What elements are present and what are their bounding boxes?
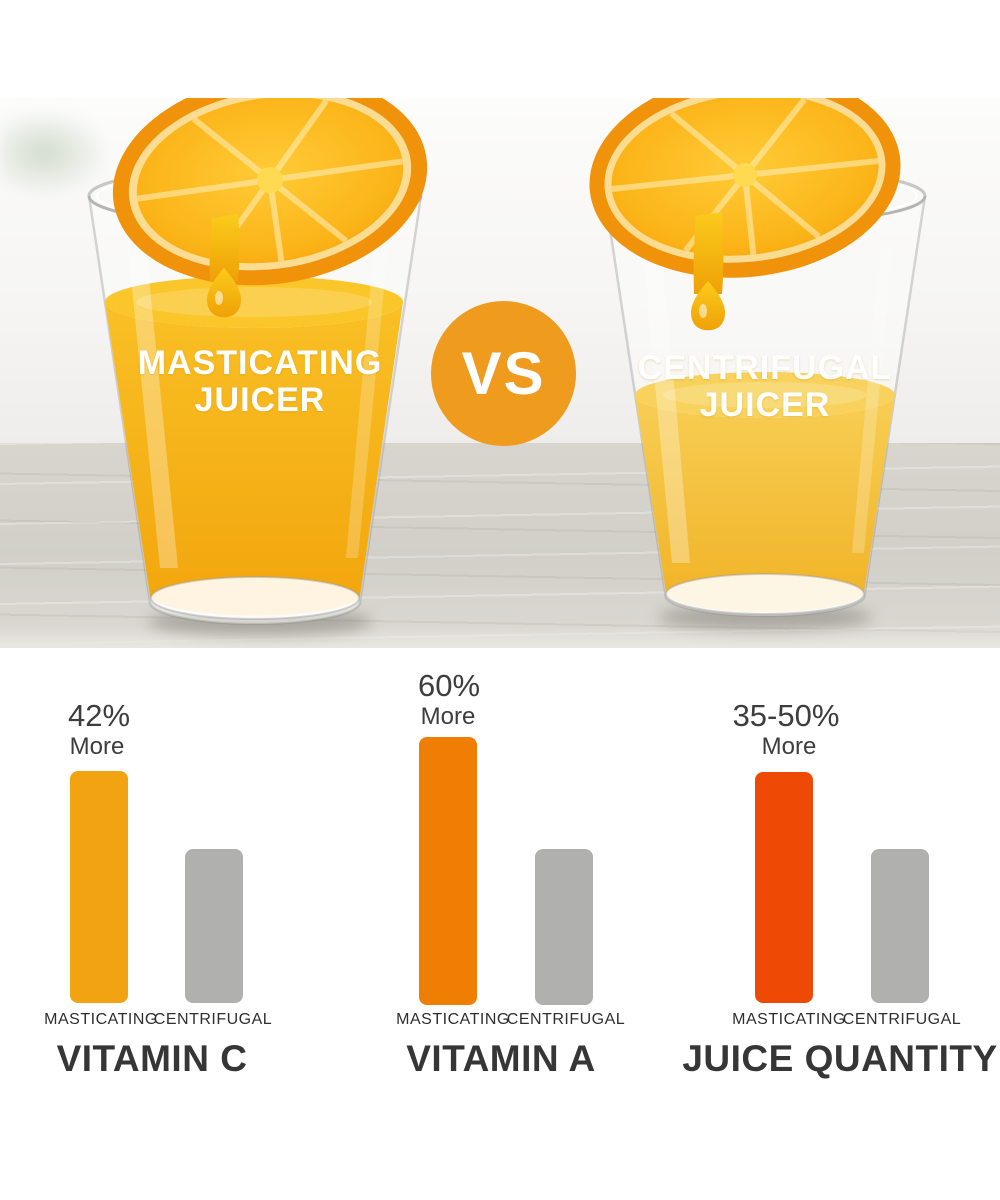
vitamin-a-percent-label: 60% bbox=[417, 668, 481, 703]
juice-quantity-percent-label: 35-50% bbox=[732, 698, 840, 733]
vitamin-c-category-centrifugal: CENTRIFUGAL bbox=[153, 1011, 273, 1028]
vitamin-c-centrifugal-bar bbox=[185, 849, 243, 1003]
table-front-edge bbox=[0, 626, 1000, 648]
orange-slice-left-icon bbox=[112, 98, 428, 318]
vitamin-c-masticating-bar bbox=[70, 771, 128, 1003]
vitamin-c-title: VITAMIN C bbox=[56, 1038, 248, 1079]
comparison-charts-section: 42% More MASTICATING CENTRIFUGAL VITAMIN… bbox=[0, 648, 1000, 1200]
juice-glasses-illustration bbox=[87, 98, 927, 626]
masticating-label-line1: MASTICATING bbox=[137, 344, 383, 382]
juice-quantity-category-centrifugal: CENTRIFUGAL bbox=[842, 1011, 962, 1028]
juice-quantity-masticating-bar bbox=[755, 772, 813, 1003]
vs-label: VS bbox=[461, 340, 546, 407]
juice-quantity-centrifugal-bar bbox=[871, 849, 929, 1003]
vitamin-a-more-label: More bbox=[420, 703, 476, 730]
masticating-glass-label: MASTICATING JUICER bbox=[95, 345, 425, 419]
hero-photo-section bbox=[0, 98, 1000, 648]
orange-slice-right-icon bbox=[589, 98, 901, 331]
vitamin-c-category-masticating: MASTICATING bbox=[44, 1011, 158, 1028]
vitamin-a-category-masticating: MASTICATING bbox=[396, 1011, 510, 1028]
top-white-margin bbox=[0, 0, 1000, 98]
vitamin-a-category-centrifugal: CENTRIFUGAL bbox=[506, 1011, 626, 1028]
centrifugal-label-line2: JUICER bbox=[699, 386, 831, 424]
vitamin-a-masticating-bar bbox=[419, 737, 477, 1005]
vitamin-a-centrifugal-bar bbox=[535, 849, 593, 1005]
masticating-label-line2: JUICER bbox=[194, 381, 326, 419]
juice-quantity-more-label: More bbox=[761, 733, 817, 760]
juice-quantity-category-masticating: MASTICATING bbox=[732, 1011, 846, 1028]
vitamin-c-percent-label: 42% bbox=[67, 698, 131, 733]
centrifugal-label-line1: CENTRIFUGAL bbox=[637, 349, 893, 387]
glass-left bbox=[87, 166, 423, 626]
juice-quantity-title: JUICE QUANTITY bbox=[682, 1038, 998, 1079]
background-leaf-blur bbox=[0, 108, 110, 198]
vitamin-a-title: VITAMIN A bbox=[406, 1038, 596, 1079]
centrifugal-glass-label: CENTRIFUGAL JUICER bbox=[600, 350, 930, 424]
vs-badge: VS bbox=[431, 301, 576, 446]
vitamin-c-more-label: More bbox=[69, 733, 125, 760]
glass-right bbox=[603, 167, 927, 618]
